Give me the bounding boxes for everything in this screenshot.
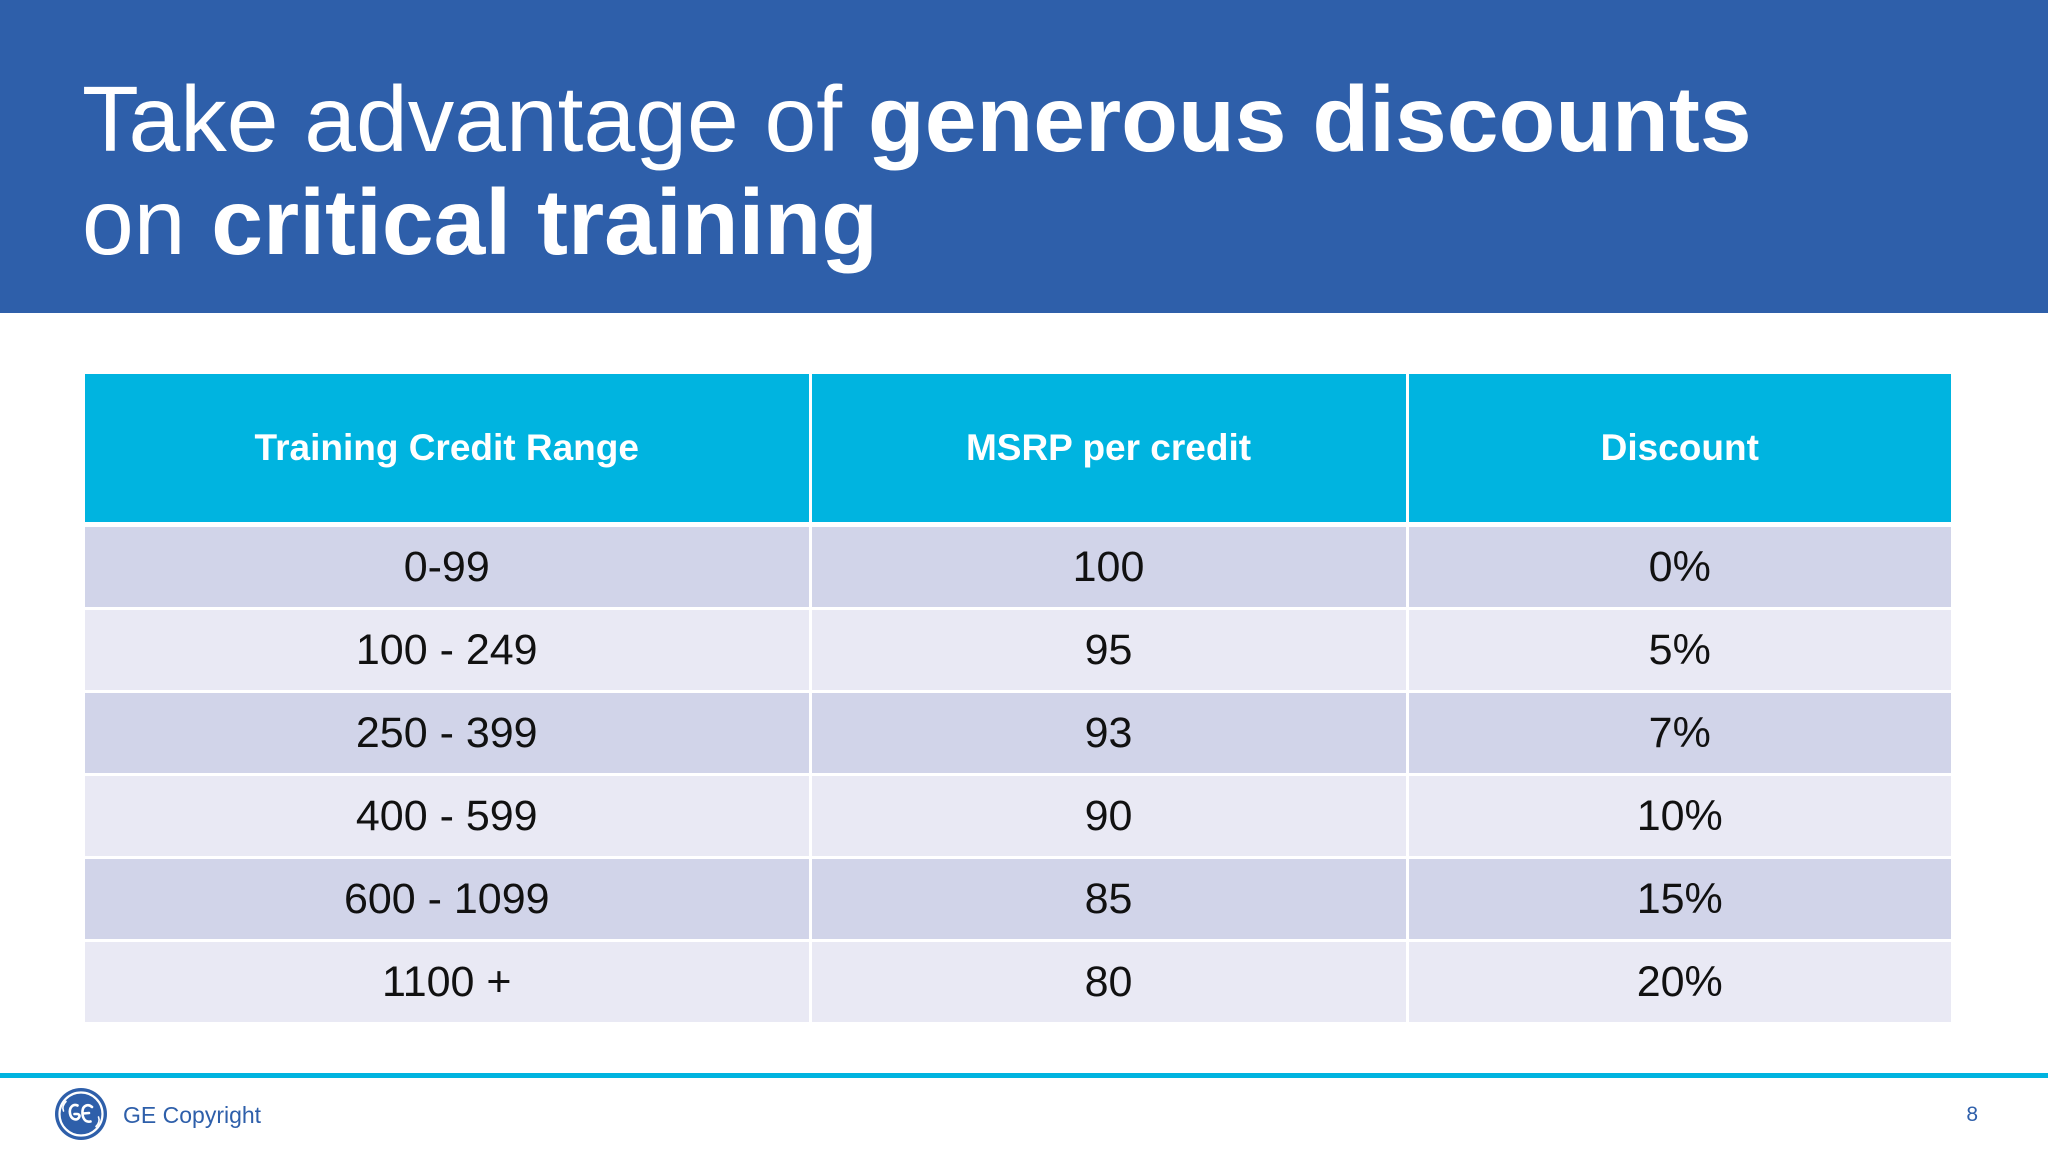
title-line2-bold: critical training (211, 170, 878, 274)
table-row: 1100 + 80 20% (85, 939, 1951, 1022)
table-header-row: Training Credit Range MSRP per credit Di… (85, 374, 1951, 527)
cell-discount: 7% (1407, 690, 1951, 775)
cell-msrp: 93 (810, 690, 1409, 775)
cell-credit-range: 250 - 399 (85, 690, 812, 775)
title-line1-bold: generous discounts (867, 67, 1752, 171)
cell-msrp: 85 (810, 856, 1409, 941)
page-number: 8 (1966, 1103, 1978, 1126)
cell-discount: 20% (1407, 939, 1951, 1022)
title-line2-regular: on (82, 170, 212, 274)
title-line1-regular: Take advantage of (82, 67, 868, 171)
header-training-credit-range: Training Credit Range (85, 374, 812, 527)
slide-title: Take advantage of generous discounts on c… (82, 68, 1752, 274)
footer-divider (0, 1073, 2048, 1078)
table-row: 0-99 100 0% (85, 523, 1951, 609)
discount-table: Training Credit Range MSRP per credit Di… (85, 374, 1951, 1022)
table-row: 400 - 599 90 10% (85, 773, 1951, 858)
cell-discount: 10% (1407, 773, 1951, 858)
cell-msrp: 80 (810, 939, 1409, 1022)
cell-msrp: 90 (810, 773, 1409, 858)
title-bar: Take advantage of generous discounts on c… (0, 0, 2048, 313)
cell-discount: 5% (1407, 607, 1951, 692)
cell-credit-range: 1100 + (85, 939, 812, 1022)
table-row: 250 - 399 93 7% (85, 690, 1951, 775)
cell-credit-range: 100 - 249 (85, 607, 812, 692)
cell-credit-range: 400 - 599 (85, 773, 812, 858)
cell-credit-range: 600 - 1099 (85, 856, 812, 941)
cell-msrp: 100 (810, 523, 1409, 609)
header-msrp-per-credit: MSRP per credit (810, 374, 1409, 527)
header-discount: Discount (1407, 374, 1951, 527)
cell-discount: 15% (1407, 856, 1951, 941)
discount-table-container: Training Credit Range MSRP per credit Di… (85, 374, 1951, 1022)
cell-msrp: 95 (810, 607, 1409, 692)
table-row: 100 - 249 95 5% (85, 607, 1951, 692)
ge-logo-icon (54, 1087, 108, 1141)
table-row: 600 - 1099 85 15% (85, 856, 1951, 941)
cell-discount: 0% (1407, 523, 1951, 609)
cell-credit-range: 0-99 (85, 523, 812, 609)
footer-copyright: GE Copyright (123, 1102, 262, 1128)
